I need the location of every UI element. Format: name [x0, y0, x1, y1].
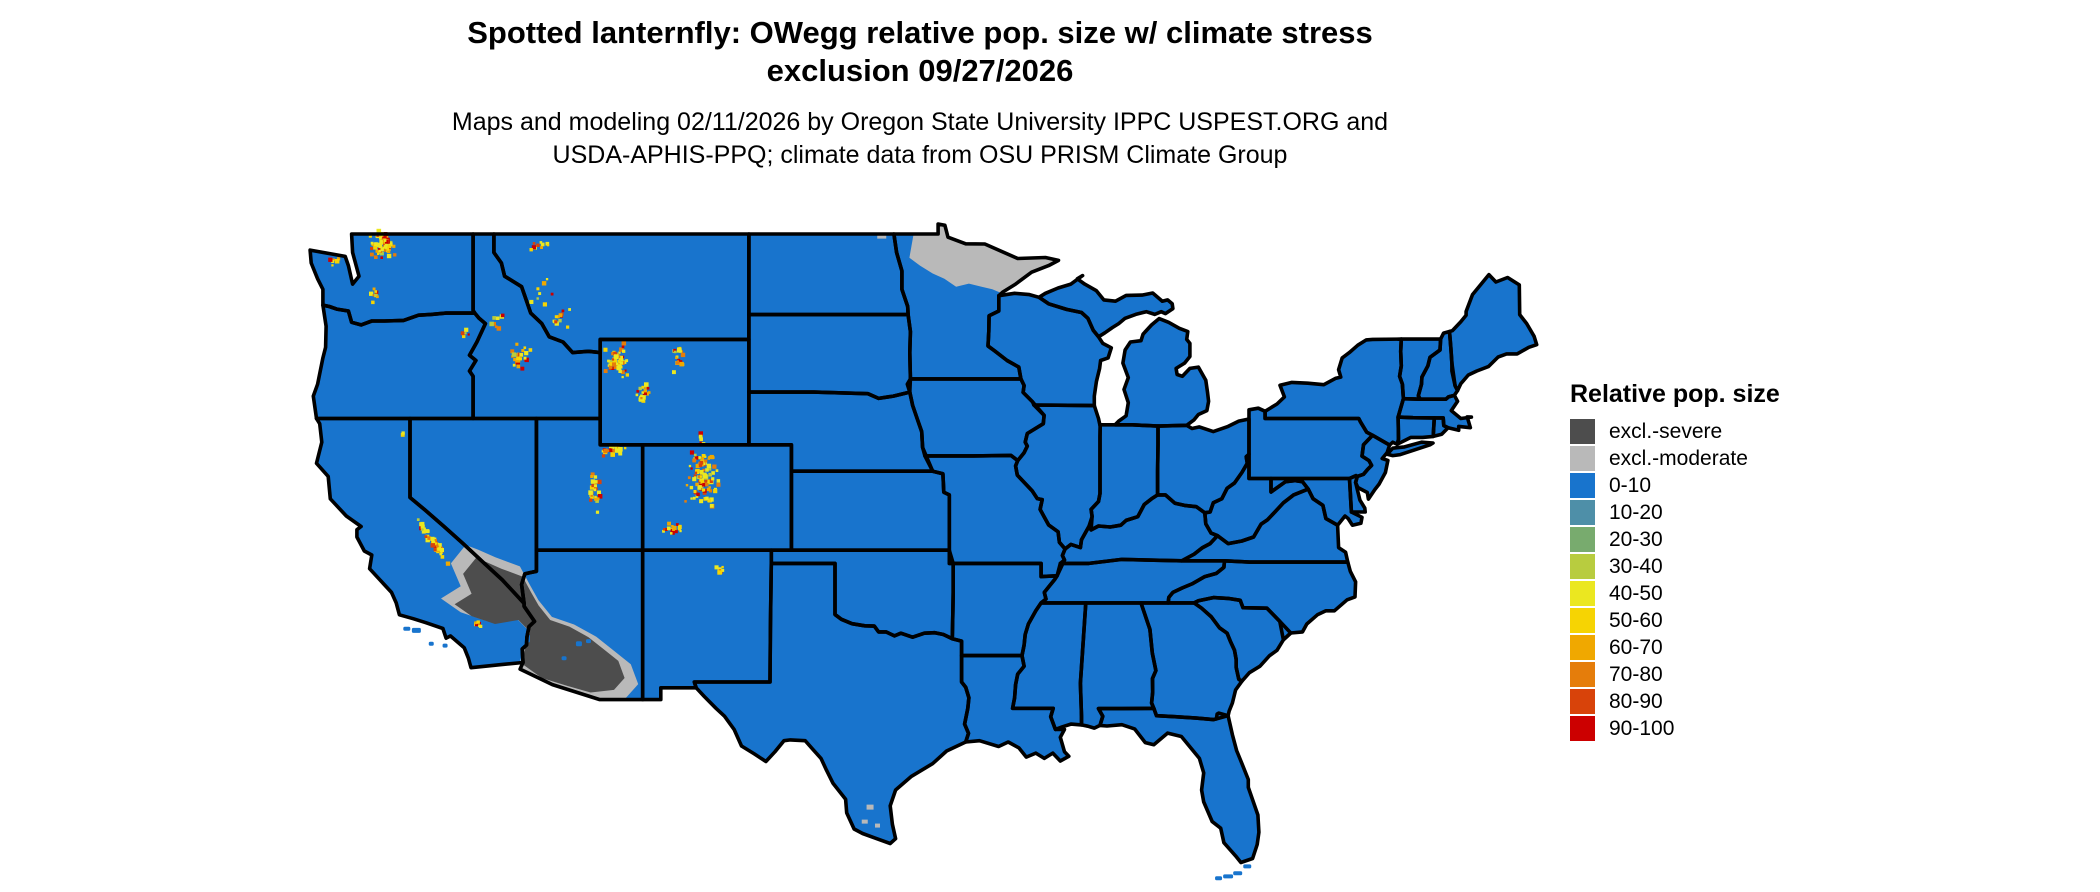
exclusion-minnesota	[909, 224, 1059, 294]
legend-swatch	[1570, 689, 1595, 714]
legend-item: 0-10	[1570, 472, 1870, 499]
legend-item: 40-50	[1570, 580, 1870, 607]
legend-swatch	[1570, 419, 1595, 444]
figure-subtitle-line1: Maps and modeling 02/11/2026 by Oregon S…	[451, 108, 1389, 136]
legend-swatch	[1570, 608, 1595, 633]
legend-item: 70-80	[1570, 661, 1870, 688]
legend-swatch	[1570, 446, 1595, 471]
legend-item-label: 90-100	[1609, 716, 1675, 740]
legend-item: 10-20	[1570, 499, 1870, 526]
state-borders-layer	[308, 222, 1539, 865]
legend-item-label: 10-20	[1609, 500, 1663, 524]
legend-swatch	[1570, 473, 1595, 498]
legend-item-label: 50-60	[1609, 608, 1663, 632]
legend-swatch	[1570, 716, 1595, 741]
legend-item-label: excl.-moderate	[1609, 446, 1748, 470]
legend-item-label: 70-80	[1609, 662, 1663, 686]
legend-item-label: 20-30	[1609, 527, 1663, 551]
legend-item-label: 0-10	[1609, 473, 1652, 497]
legend: Relative pop. size excl.-severe excl.-mod…	[1570, 380, 1870, 742]
legend-swatch	[1570, 581, 1595, 606]
legend-swatch	[1570, 527, 1595, 552]
legend-item-label: 30-40	[1609, 554, 1663, 578]
figure-subtitle: Maps and modeling 02/11/2026 by Oregon S…	[0, 106, 1840, 172]
figure-header: Spotted lanternfly: OWegg relative pop. …	[0, 14, 1840, 172]
legend-item-label: 40-50	[1609, 581, 1663, 605]
legend-swatch	[1570, 662, 1595, 687]
legend-rows: excl.-severe excl.-moderate 0-10 10-20 20-30…	[1570, 418, 1870, 742]
legend-item: 50-60	[1570, 607, 1870, 634]
legend-item: excl.-severe	[1570, 418, 1870, 445]
legend-item: 60-70	[1570, 634, 1870, 661]
legend-item: 90-100	[1570, 715, 1870, 742]
legend-item: 30-40	[1570, 553, 1870, 580]
legend-item: excl.-moderate	[1570, 445, 1870, 472]
legend-item-label: 80-90	[1609, 689, 1663, 713]
legend-item-label: 60-70	[1609, 635, 1663, 659]
legend-swatch	[1570, 635, 1595, 660]
hotspot-layer	[328, 228, 725, 628]
legend-swatch	[1570, 554, 1595, 579]
exclusion-southwest	[441, 545, 639, 700]
legend-item-label: excl.-severe	[1609, 419, 1723, 443]
exclusion-specks	[861, 233, 887, 828]
legend-item: 20-30	[1570, 526, 1870, 553]
figure-title-line1: Spotted lanternfly: OWegg relative pop. …	[467, 15, 1373, 50]
figure-subtitle-line2: USDA-APHIS-PPQ; climate data from OSU PR…	[552, 141, 1288, 169]
figure-title-line2: exclusion 09/27/2026	[766, 53, 1074, 88]
legend-title: Relative pop. size	[1570, 380, 1780, 408]
legend-swatch	[1570, 500, 1595, 525]
legend-item: 80-90	[1570, 688, 1870, 715]
